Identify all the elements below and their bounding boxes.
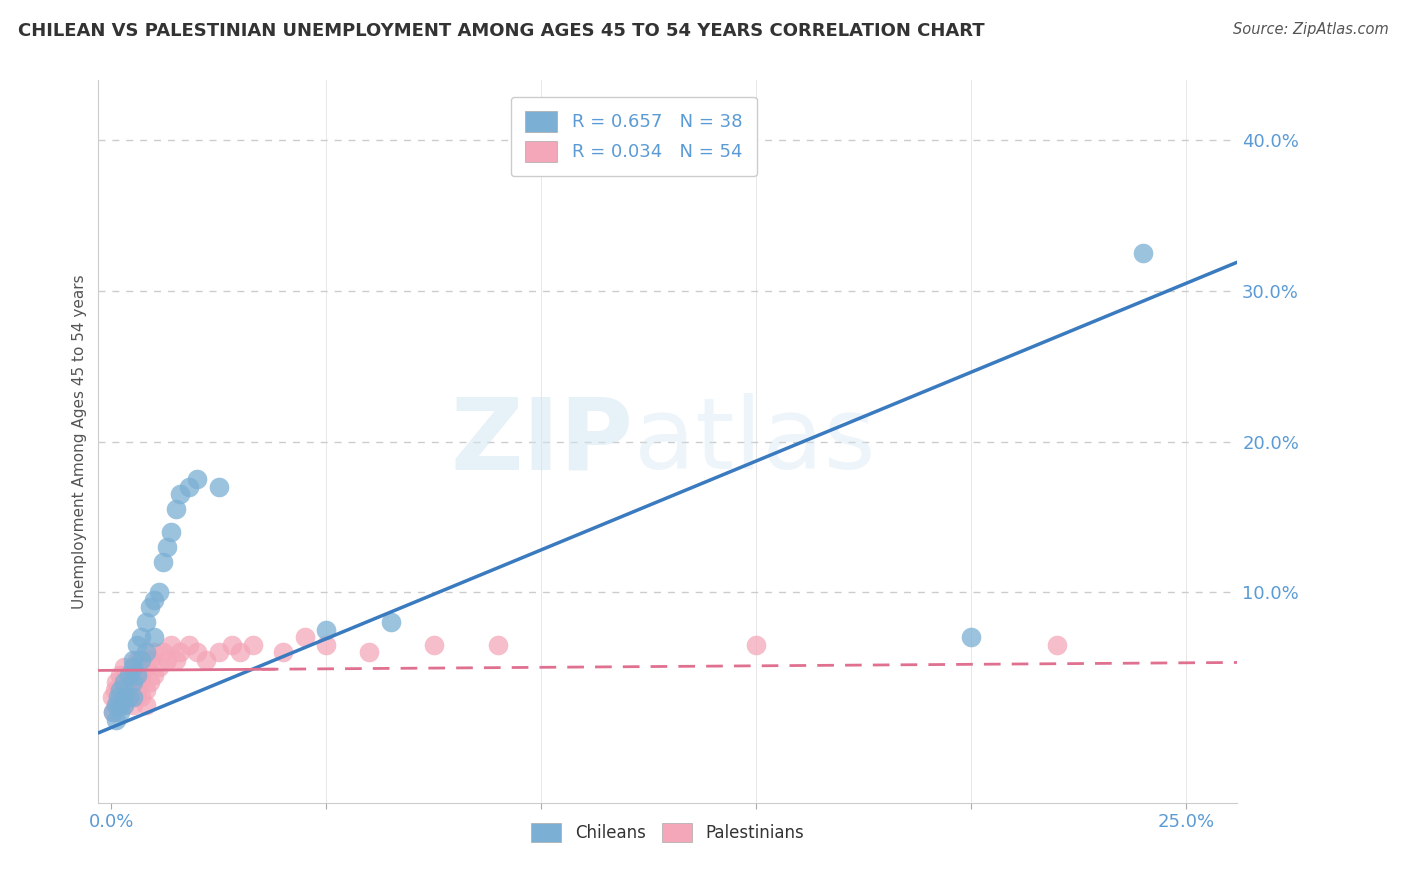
Text: atlas: atlas bbox=[634, 393, 876, 490]
Point bbox=[121, 675, 143, 690]
Point bbox=[104, 675, 127, 690]
Point bbox=[1132, 246, 1154, 260]
Point bbox=[127, 638, 149, 652]
Point bbox=[1046, 638, 1069, 652]
Point bbox=[745, 638, 768, 652]
Point bbox=[104, 698, 127, 712]
Point bbox=[117, 668, 139, 682]
Point bbox=[121, 653, 143, 667]
Point bbox=[112, 660, 135, 674]
Point bbox=[127, 668, 149, 682]
Point bbox=[177, 638, 200, 652]
Point bbox=[315, 638, 337, 652]
Point bbox=[139, 675, 162, 690]
Point bbox=[143, 668, 166, 682]
Point bbox=[108, 682, 131, 697]
Point bbox=[131, 653, 153, 667]
Point bbox=[135, 645, 157, 659]
Point bbox=[165, 653, 187, 667]
Point bbox=[121, 660, 143, 674]
Point bbox=[315, 623, 337, 637]
Point bbox=[131, 675, 153, 690]
Point bbox=[135, 615, 157, 630]
Point bbox=[169, 645, 191, 659]
Point bbox=[148, 585, 170, 599]
Point bbox=[135, 682, 157, 697]
Point bbox=[121, 660, 143, 674]
Point bbox=[177, 480, 200, 494]
Point bbox=[135, 698, 157, 712]
Point bbox=[107, 690, 129, 705]
Point bbox=[112, 675, 135, 690]
Point bbox=[208, 480, 231, 494]
Point bbox=[101, 690, 124, 705]
Point bbox=[108, 706, 131, 720]
Point bbox=[117, 668, 139, 682]
Text: CHILEAN VS PALESTINIAN UNEMPLOYMENT AMONG AGES 45 TO 54 YEARS CORRELATION CHART: CHILEAN VS PALESTINIAN UNEMPLOYMENT AMON… bbox=[18, 22, 984, 40]
Point bbox=[143, 592, 166, 607]
Point bbox=[242, 638, 264, 652]
Point bbox=[103, 706, 125, 720]
Point bbox=[131, 630, 153, 644]
Point bbox=[117, 682, 139, 697]
Point bbox=[108, 698, 131, 712]
Point bbox=[121, 675, 143, 690]
Point bbox=[208, 645, 231, 659]
Point bbox=[104, 713, 127, 727]
Point bbox=[107, 690, 129, 705]
Point bbox=[194, 653, 217, 667]
Point bbox=[131, 668, 153, 682]
Point bbox=[143, 645, 166, 659]
Point bbox=[359, 645, 381, 659]
Point bbox=[108, 668, 131, 682]
Point bbox=[169, 487, 191, 501]
Point bbox=[422, 638, 444, 652]
Point bbox=[117, 690, 139, 705]
Point bbox=[294, 630, 316, 644]
Point bbox=[139, 600, 162, 615]
Point bbox=[380, 615, 402, 630]
Point bbox=[127, 653, 149, 667]
Point bbox=[127, 682, 149, 697]
Legend: Chileans, Palestinians: Chileans, Palestinians bbox=[524, 816, 811, 848]
Point bbox=[112, 690, 135, 705]
Point bbox=[160, 524, 183, 539]
Point bbox=[104, 682, 127, 697]
Point bbox=[152, 645, 174, 659]
Text: ZIP: ZIP bbox=[451, 393, 634, 490]
Point bbox=[121, 690, 143, 705]
Point bbox=[165, 502, 187, 516]
Point bbox=[108, 682, 131, 697]
Point bbox=[186, 472, 208, 486]
Point bbox=[127, 690, 149, 705]
Y-axis label: Unemployment Among Ages 45 to 54 years: Unemployment Among Ages 45 to 54 years bbox=[72, 274, 87, 609]
Point bbox=[112, 675, 135, 690]
Point bbox=[104, 698, 127, 712]
Point bbox=[156, 540, 179, 554]
Point bbox=[156, 653, 179, 667]
Point bbox=[160, 638, 183, 652]
Point bbox=[108, 698, 131, 712]
Point bbox=[229, 645, 252, 659]
Point bbox=[112, 698, 135, 712]
Point bbox=[135, 660, 157, 674]
Point bbox=[486, 638, 509, 652]
Point bbox=[152, 555, 174, 569]
Text: Source: ZipAtlas.com: Source: ZipAtlas.com bbox=[1233, 22, 1389, 37]
Point bbox=[103, 706, 125, 720]
Point bbox=[131, 690, 153, 705]
Point bbox=[186, 645, 208, 659]
Point bbox=[121, 698, 143, 712]
Point bbox=[221, 638, 243, 652]
Point bbox=[127, 668, 149, 682]
Point bbox=[139, 653, 162, 667]
Point bbox=[143, 630, 166, 644]
Point bbox=[112, 698, 135, 712]
Point bbox=[959, 630, 981, 644]
Point bbox=[117, 690, 139, 705]
Point bbox=[112, 690, 135, 705]
Point bbox=[271, 645, 294, 659]
Point bbox=[148, 660, 170, 674]
